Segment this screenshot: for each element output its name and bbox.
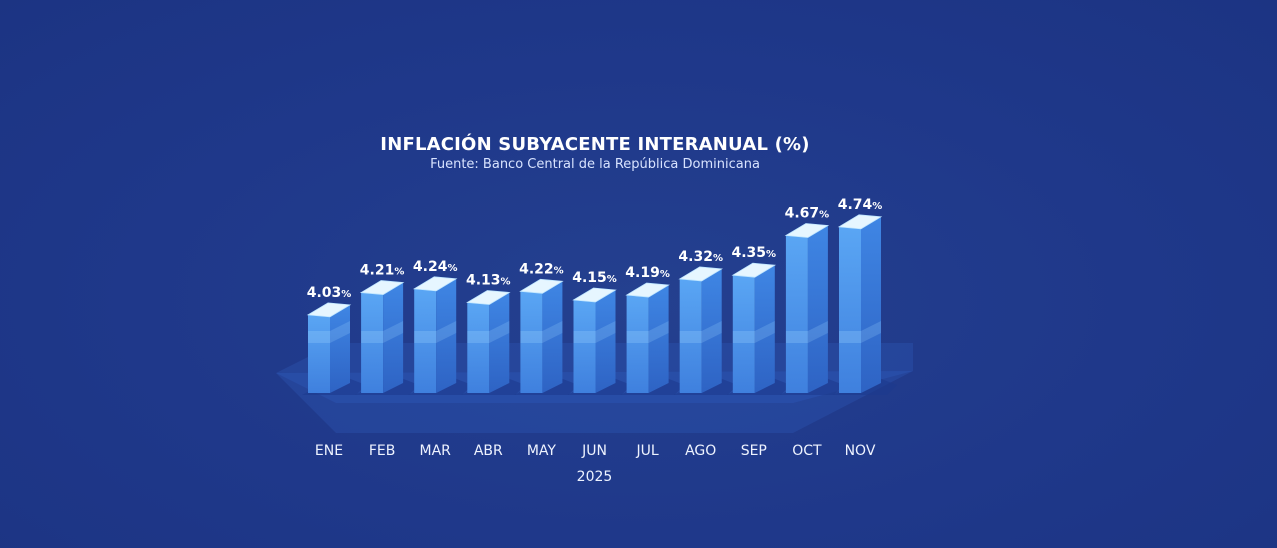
bar-abr — [461, 290, 526, 395]
value-label: 4.21% — [360, 263, 405, 279]
bar-top-cap — [519, 278, 564, 294]
bar-jun — [567, 287, 632, 395]
value-label: 4.22% — [519, 261, 564, 277]
bar-front-face — [308, 314, 330, 393]
bar-top-cap — [572, 287, 617, 303]
bar-band-front — [679, 331, 702, 343]
bar-front-face — [414, 288, 437, 393]
bar-side-face — [489, 292, 510, 393]
bar-front-face — [520, 291, 543, 393]
bar-oct — [779, 223, 844, 395]
bar-band-front — [626, 331, 649, 343]
bar-front-face — [785, 235, 808, 393]
bar-front-face — [361, 292, 384, 393]
tick-label: JUL — [636, 443, 659, 459]
bar-may — [514, 278, 579, 395]
bar-band-front — [520, 331, 543, 343]
bar-band-side — [489, 321, 510, 343]
bar-band-side — [861, 321, 881, 343]
bar-top-cap — [306, 302, 352, 318]
bar-side-face — [383, 282, 404, 393]
bar-top-cap — [625, 282, 670, 298]
bar-side-face — [330, 304, 350, 393]
bar-band-front — [414, 331, 437, 343]
bar-ene — [302, 302, 366, 395]
bar-band-front — [308, 331, 330, 343]
bar-side-face — [542, 281, 563, 393]
value-label: 4.19% — [625, 265, 670, 281]
bar-ago — [673, 266, 738, 395]
bar-front-face — [573, 300, 596, 393]
bar-band-front — [785, 331, 808, 343]
bar-band-front — [732, 331, 755, 343]
value-label: 4.24% — [413, 259, 458, 275]
bar-band-side — [383, 321, 404, 343]
bar-side-face — [701, 268, 722, 393]
bar-nov — [833, 214, 897, 395]
labels-group: 4.03% ENE 4.21% FEB 4.24% MAR 4.13% ABR 4.22% MAY… — [307, 197, 883, 485]
value-label: 4.03% — [307, 285, 352, 301]
bar-top-cap — [466, 290, 511, 305]
bar-front-face — [732, 275, 755, 393]
tick-label: ENE — [315, 443, 343, 459]
bar-band-front — [361, 331, 384, 343]
tick-label: AGO — [685, 443, 716, 459]
bar-band-front — [573, 331, 596, 343]
bar-band-side — [330, 321, 350, 343]
tick-label: MAY — [527, 443, 557, 459]
bar-jul — [620, 282, 685, 395]
bar-front-face — [467, 302, 490, 393]
value-label: 4.35% — [732, 245, 777, 261]
bar-band-side — [807, 321, 828, 343]
tick-label: ABR — [474, 443, 503, 459]
bar-front-face — [679, 278, 702, 393]
bar-front-face — [839, 226, 861, 393]
bar-side-face — [648, 285, 669, 393]
tick-label: FEB — [369, 443, 396, 459]
bar-sep — [726, 262, 791, 395]
bar-band-side — [648, 321, 669, 343]
tick-label: SEP — [741, 443, 767, 459]
bar-top-cap — [784, 223, 830, 238]
bar-band-front — [467, 331, 490, 343]
bar-top-cap — [731, 262, 777, 278]
chart-title: INFLACIÓN SUBYACENTE INTERANUAL (%) — [380, 134, 810, 155]
bar-band-front — [839, 331, 861, 343]
bar-side-face — [436, 278, 457, 393]
x-axis-label: 2025 — [577, 469, 613, 485]
value-label: 4.32% — [678, 249, 723, 265]
bar-side-face — [754, 265, 775, 393]
bar-side-face — [595, 290, 616, 393]
bar-band-side — [701, 321, 722, 343]
bar-front-face — [626, 295, 649, 393]
tick-label: NOV — [845, 443, 876, 459]
tick-label: MAR — [420, 443, 452, 459]
tick-label: OCT — [792, 443, 822, 459]
value-label: 4.74% — [838, 197, 883, 213]
bar-feb — [355, 280, 420, 395]
bar-top-cap — [412, 276, 458, 292]
bar-band-side — [436, 321, 457, 343]
value-label: 4.67% — [785, 206, 830, 222]
tick-label: JUN — [581, 443, 607, 459]
bar-band-side — [595, 321, 616, 343]
bar-mar — [408, 276, 473, 395]
bar-top-cap — [359, 280, 405, 295]
bar-band-side — [754, 321, 775, 343]
bar-side-face — [807, 225, 828, 393]
bars-group — [302, 214, 897, 395]
bar-side-face — [861, 216, 881, 393]
bar-top-cap — [678, 266, 723, 282]
bar-band-side — [542, 321, 563, 343]
chart-subtitle: Fuente: Banco Central de la República Do… — [430, 157, 760, 172]
value-label: 4.13% — [466, 272, 511, 288]
bar-top-cap — [837, 214, 883, 230]
value-label: 4.15% — [572, 270, 617, 286]
